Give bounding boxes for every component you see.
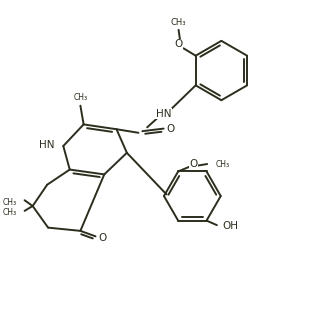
Text: HN: HN [156,109,171,119]
Text: O: O [189,159,197,169]
Text: CH₃: CH₃ [171,18,186,27]
Text: O: O [174,39,183,49]
Text: O: O [167,124,175,134]
Text: CH₃: CH₃ [3,198,17,207]
Text: OH: OH [222,221,238,231]
Text: CH₃: CH₃ [215,160,229,169]
Text: HN: HN [39,141,54,151]
Text: CH₃: CH₃ [73,93,88,102]
Text: O: O [98,233,106,243]
Text: CH₃: CH₃ [3,208,17,217]
